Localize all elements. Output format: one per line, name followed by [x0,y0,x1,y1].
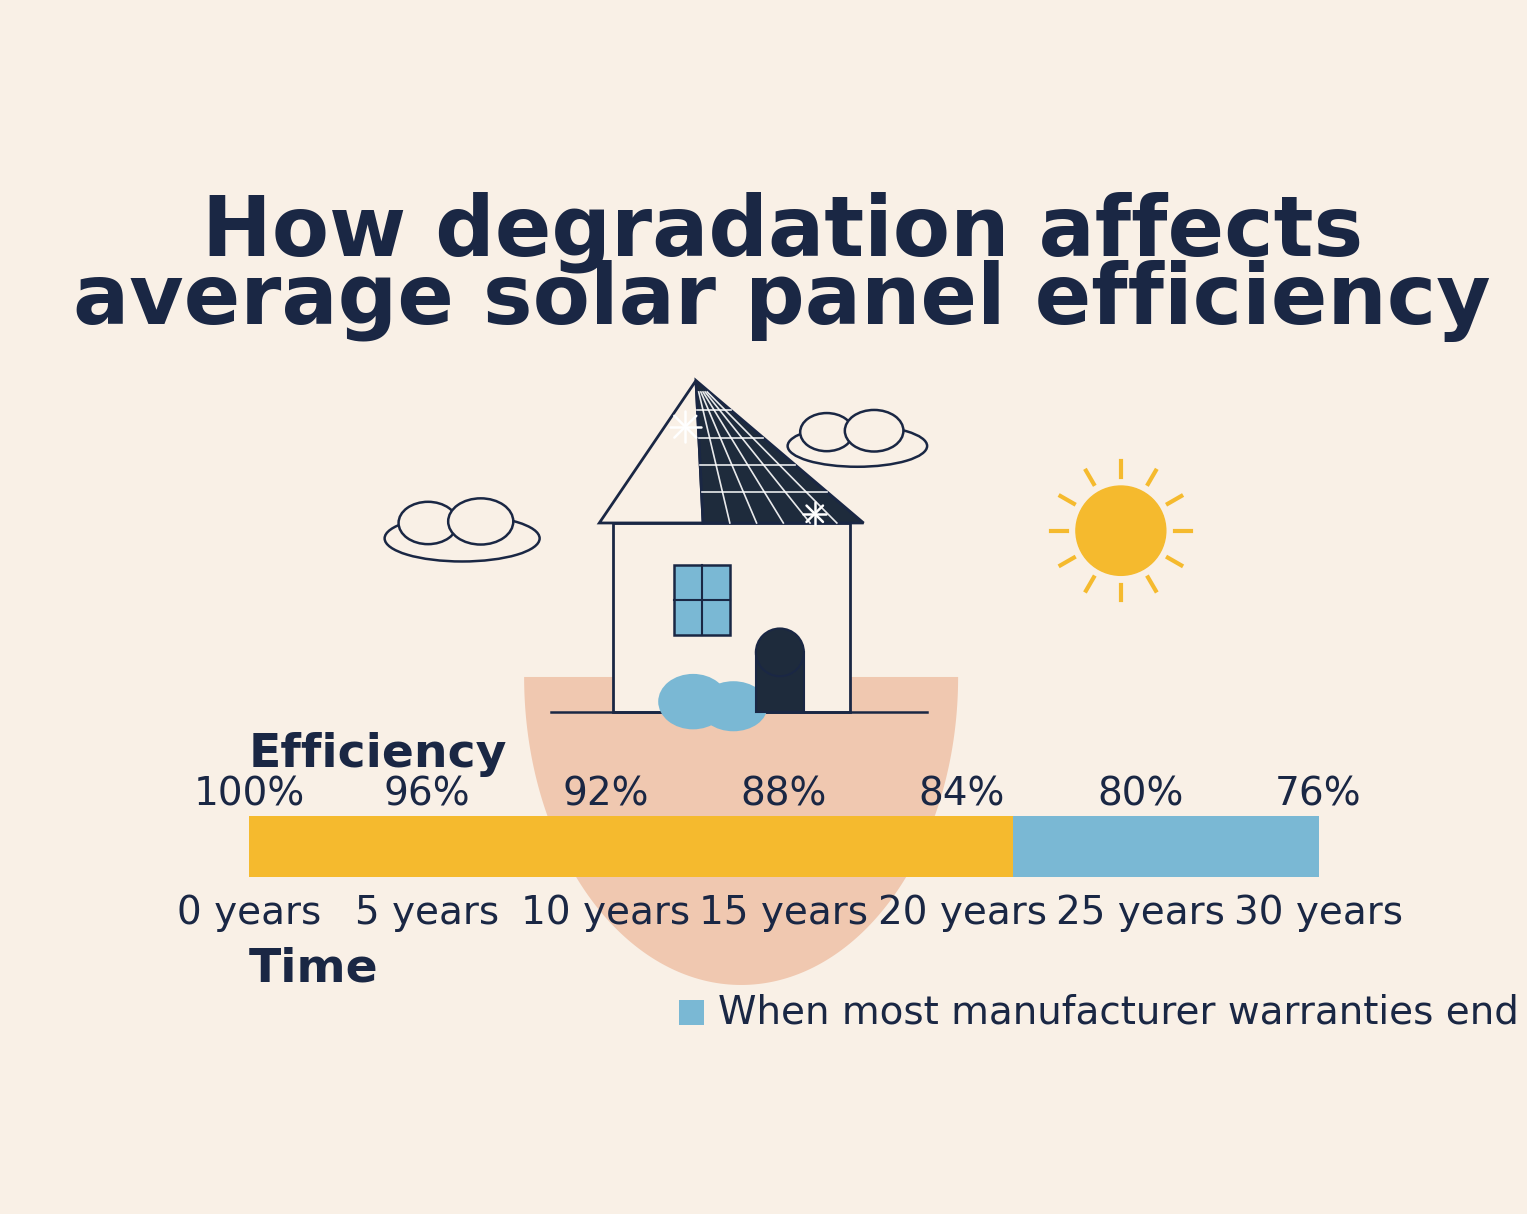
Text: 30 years: 30 years [1234,895,1403,932]
Bar [680,1000,704,1025]
Text: When most manufacturer warranties end: When most manufacturer warranties end [718,994,1519,1032]
Text: 84%: 84% [919,776,1005,813]
Text: Time: Time [249,947,379,992]
Text: 5 years: 5 years [356,895,499,932]
Bar [675,566,730,635]
Text: 80%: 80% [1096,776,1183,813]
Circle shape [1077,486,1165,575]
FancyBboxPatch shape [1012,816,1318,878]
Text: 96%: 96% [383,776,470,813]
Bar [756,652,803,711]
Ellipse shape [699,681,768,731]
Text: 88%: 88% [741,776,828,813]
Text: How degradation affects: How degradation affects [202,192,1362,273]
Ellipse shape [844,410,904,452]
Ellipse shape [399,501,458,544]
Bar [614,523,849,711]
Ellipse shape [385,515,539,562]
Polygon shape [599,380,702,523]
Text: 15 years: 15 years [699,895,869,932]
Text: Efficiency: Efficiency [249,732,507,777]
Ellipse shape [449,498,513,545]
Text: 25 years: 25 years [1055,895,1225,932]
Ellipse shape [788,425,927,466]
PathPatch shape [524,677,957,985]
Text: 20 years: 20 years [878,895,1046,932]
Text: 0 years: 0 years [177,895,321,932]
Polygon shape [696,380,864,523]
FancyBboxPatch shape [249,816,1012,878]
Ellipse shape [800,413,854,452]
Ellipse shape [658,674,728,730]
Text: 10 years: 10 years [521,895,690,932]
Text: 92%: 92% [562,776,649,813]
Text: 76%: 76% [1275,776,1362,813]
Text: 100%: 100% [194,776,304,813]
Ellipse shape [756,629,803,676]
Text: average solar panel efficiency: average solar panel efficiency [73,260,1490,341]
